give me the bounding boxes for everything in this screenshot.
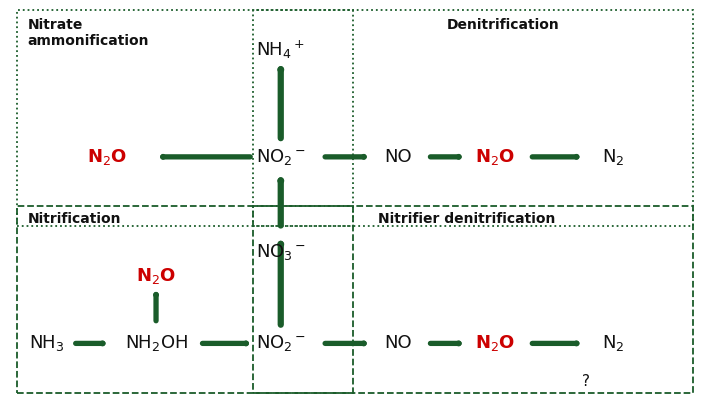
Text: N$_2$O: N$_2$O xyxy=(476,333,515,354)
Bar xyxy=(253,10,693,226)
Bar xyxy=(18,207,354,393)
Text: Denitrification: Denitrification xyxy=(447,18,560,32)
Bar xyxy=(18,10,354,226)
Text: Nitrifier denitrification: Nitrifier denitrification xyxy=(378,212,555,226)
Text: N$_2$: N$_2$ xyxy=(602,333,624,354)
Text: NO$_3$$^-$: NO$_3$$^-$ xyxy=(256,242,306,262)
Text: N$_2$O: N$_2$O xyxy=(476,147,515,167)
Text: NH$_2$OH: NH$_2$OH xyxy=(124,333,187,354)
Text: NO: NO xyxy=(385,148,412,166)
Text: N$_2$O: N$_2$O xyxy=(136,266,176,286)
Text: Nitrification: Nitrification xyxy=(28,212,122,226)
Bar xyxy=(253,207,693,393)
Text: ?: ? xyxy=(582,373,590,389)
Text: N$_2$: N$_2$ xyxy=(602,147,624,167)
Text: NO: NO xyxy=(385,335,412,352)
Text: NO$_2$$^-$: NO$_2$$^-$ xyxy=(256,333,306,354)
Text: N$_2$O: N$_2$O xyxy=(88,147,127,167)
Text: NH$_3$: NH$_3$ xyxy=(29,333,64,354)
Text: NH$_4$$^+$: NH$_4$$^+$ xyxy=(256,38,305,61)
Text: Nitrate
ammonification: Nitrate ammonification xyxy=(28,18,149,48)
Text: NO$_2$$^-$: NO$_2$$^-$ xyxy=(256,147,306,167)
